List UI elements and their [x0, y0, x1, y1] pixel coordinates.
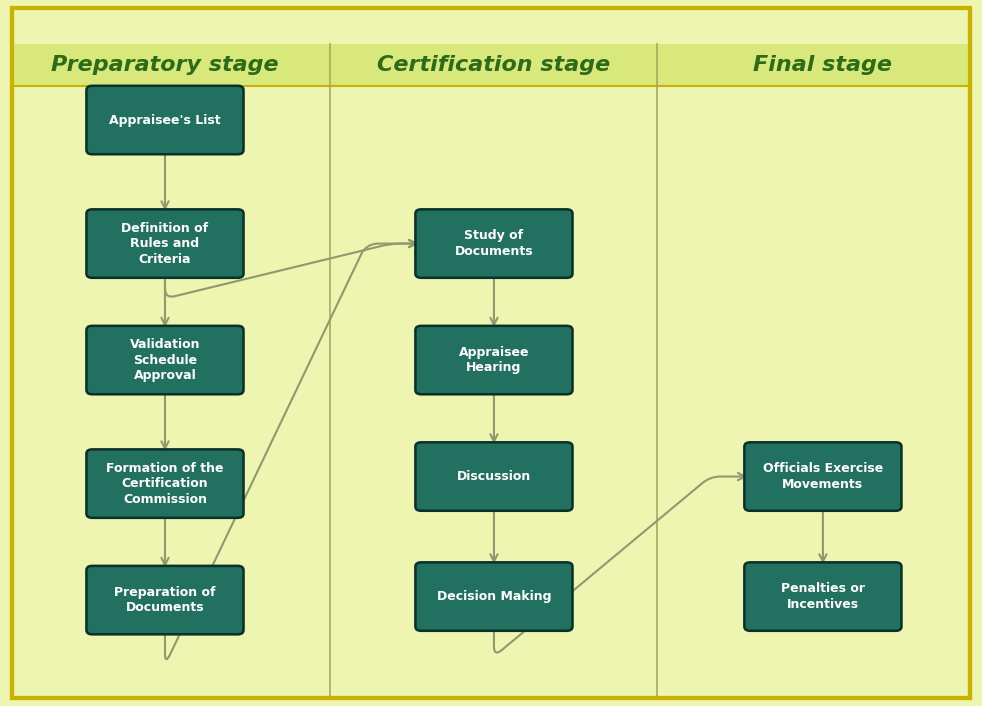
Text: Decision Making: Decision Making	[437, 590, 551, 603]
Text: Certification stage: Certification stage	[377, 55, 611, 75]
Text: Final stage: Final stage	[753, 55, 893, 75]
FancyBboxPatch shape	[415, 442, 573, 511]
Text: Appraisee
Hearing: Appraisee Hearing	[459, 346, 529, 374]
FancyBboxPatch shape	[744, 562, 901, 631]
Bar	[12, 44, 970, 86]
FancyBboxPatch shape	[86, 209, 244, 277]
Text: Preparation of
Documents: Preparation of Documents	[114, 586, 216, 614]
Text: Definition of
Rules and
Criteria: Definition of Rules and Criteria	[122, 222, 208, 265]
FancyBboxPatch shape	[86, 85, 244, 154]
Text: Penalties or
Incentives: Penalties or Incentives	[781, 582, 865, 611]
Text: Study of
Documents: Study of Documents	[455, 229, 533, 258]
Text: Appraisee's List: Appraisee's List	[109, 114, 221, 126]
FancyBboxPatch shape	[415, 562, 573, 631]
Text: Preparatory stage: Preparatory stage	[51, 55, 279, 75]
Text: Officials Exercise
Movements: Officials Exercise Movements	[763, 462, 883, 491]
FancyBboxPatch shape	[744, 442, 901, 511]
FancyBboxPatch shape	[415, 209, 573, 277]
FancyBboxPatch shape	[86, 566, 244, 634]
FancyBboxPatch shape	[86, 449, 244, 518]
FancyBboxPatch shape	[86, 326, 244, 394]
Text: Validation
Schedule
Approval: Validation Schedule Approval	[130, 338, 200, 382]
Text: Discussion: Discussion	[457, 470, 531, 483]
FancyBboxPatch shape	[415, 326, 573, 394]
Text: Formation of the
Certification
Commission: Formation of the Certification Commissio…	[106, 462, 224, 505]
